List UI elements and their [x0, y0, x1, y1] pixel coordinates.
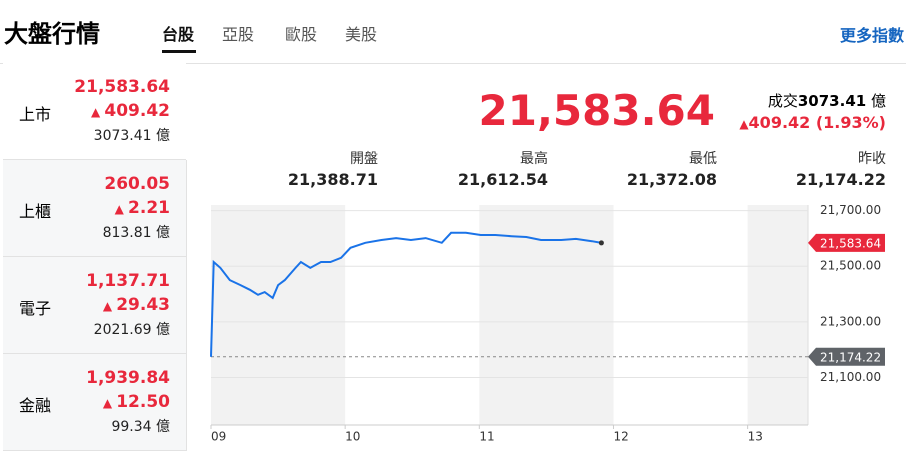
- hour-band: [479, 205, 614, 425]
- tab-underline: [162, 50, 196, 53]
- big-price: 21,583.64: [478, 86, 715, 135]
- turnover-value: 3073.41: [797, 92, 867, 110]
- stat-label: 最低: [689, 151, 717, 167]
- market-name: 上市: [19, 105, 52, 124]
- prev-close-tag: [808, 347, 885, 366]
- market-volume: 813.81 億: [102, 225, 170, 241]
- last-price-tag: [808, 233, 885, 252]
- market-volume: 2021.69 億: [93, 322, 170, 338]
- market-volume: 3073.41 億: [93, 128, 170, 144]
- market-change: ▲ 409.42: [91, 101, 170, 121]
- market-name: 上櫃: [19, 202, 52, 221]
- page-title: 大盤行情: [4, 20, 100, 48]
- market-change: ▲ 12.50: [103, 392, 170, 412]
- x-tick-label: 11: [479, 430, 494, 444]
- hour-band: [211, 205, 346, 425]
- y-tick-label: 21,500.00: [820, 259, 881, 273]
- market-row[interactable]: 上市 21,583.64 ▲ 409.42 3073.41 億: [3, 63, 186, 160]
- x-tick-label: 10: [345, 430, 360, 444]
- stat-label: 昨收: [858, 151, 886, 167]
- price-line: [210, 231, 602, 357]
- market-row[interactable]: 金融 1,939.84 ▲ 12.50 99.34 億: [3, 354, 187, 451]
- up-arrow: ▲: [739, 117, 749, 131]
- market-price: 1,939.84: [86, 368, 170, 388]
- turnover-unit: 億: [870, 92, 886, 110]
- tab[interactable]: 台股: [162, 25, 195, 44]
- stat-label: 最高: [520, 151, 548, 167]
- market-row[interactable]: 電子 1,137.71 ▲ 29.43 2021.69 億: [3, 257, 187, 354]
- stat-value: 21,612.54: [457, 170, 548, 189]
- x-tick-label: 12: [613, 430, 628, 444]
- tab[interactable]: 美股: [345, 25, 378, 44]
- last-point: [598, 240, 604, 246]
- turnover: 成交3073.41 億: [768, 90, 886, 111]
- up-arrow: ▲: [114, 202, 129, 216]
- tab[interactable]: 歐股: [285, 25, 318, 44]
- y-tick-label: 21,100.00: [820, 370, 881, 384]
- stat-label: 開盤: [350, 151, 378, 167]
- x-tick-label: 13: [748, 430, 763, 444]
- change-value: 409.42 (1.93%): [748, 113, 886, 132]
- up-arrow: ▲: [102, 299, 117, 313]
- tab[interactable]: 亞股: [222, 25, 255, 44]
- hour-band: [747, 205, 808, 425]
- change: ▲409.42 (1.93%): [739, 113, 886, 132]
- x-tick-label: 09: [211, 430, 226, 444]
- market-volume: 99.34 億: [111, 419, 170, 435]
- last-price-label: 21,583.64: [820, 236, 881, 250]
- change-value: 29.43: [116, 295, 170, 315]
- y-tick-label: 21,700.00: [820, 203, 881, 217]
- y-tick-label: 21,300.00: [820, 314, 881, 328]
- change-value: 2.21: [128, 198, 170, 218]
- prev-close-label: 21,174.22: [820, 350, 881, 364]
- market-change: ▲ 2.21: [115, 198, 170, 218]
- market-price: 1,137.71: [86, 271, 170, 291]
- market-name: 金融: [19, 396, 52, 415]
- market-row[interactable]: 上櫃 260.05 ▲ 2.21 813.81 億: [3, 160, 187, 257]
- header-border: [0, 63, 906, 64]
- change-value: 12.50: [116, 392, 170, 412]
- market-price: 260.05: [104, 174, 170, 194]
- turnover-label: 成交: [767, 92, 798, 110]
- change-value: 409.42: [104, 101, 170, 121]
- up-arrow: ▲: [102, 396, 117, 410]
- market-name: 電子: [19, 299, 52, 318]
- up-arrow: ▲: [90, 105, 105, 119]
- stat-value: 21,388.71: [287, 170, 378, 189]
- more-link[interactable]: 更多指數: [840, 26, 905, 45]
- stat-value: 21,174.22: [795, 170, 886, 189]
- stat-value: 21,372.08: [626, 170, 717, 189]
- market-change: ▲ 29.43: [103, 295, 170, 315]
- market-price: 21,583.64: [74, 77, 170, 97]
